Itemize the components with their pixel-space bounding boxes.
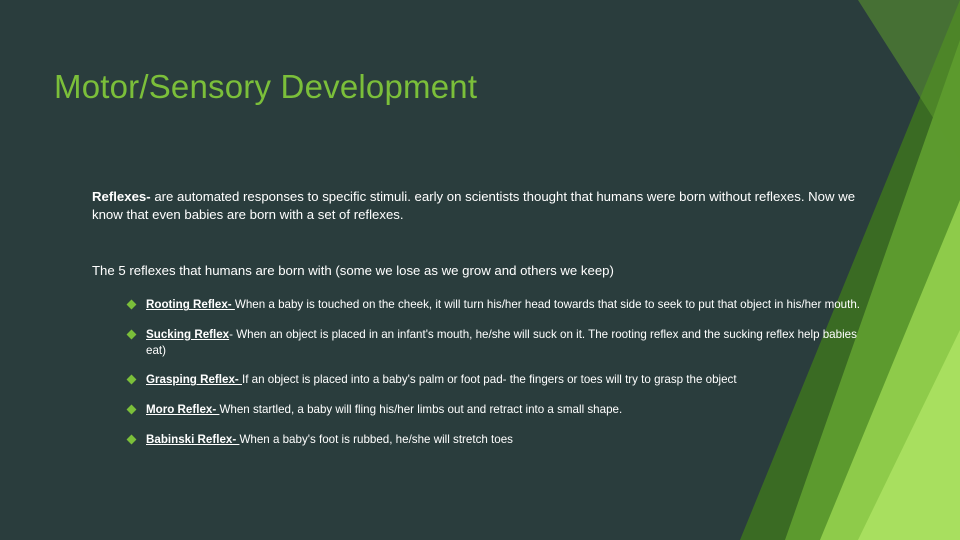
slide-title: Motor/Sensory Development (54, 68, 477, 106)
reflex-desc: When a baby is touched on the cheek, it … (235, 298, 860, 311)
intro-paragraph: Reflexes- are automated responses to spe… (92, 188, 862, 224)
list-item: Rooting Reflex- When a baby is touched o… (128, 297, 862, 313)
reflex-list: Rooting Reflex- When a baby is touched o… (128, 297, 862, 447)
reflex-desc: - When an object is placed in an infant'… (146, 328, 857, 357)
slide: Motor/Sensory Development Reflexes- are … (0, 0, 960, 540)
reflex-name: Babinski Reflex- (146, 433, 239, 446)
list-item: Babinski Reflex- When a baby's foot is r… (128, 432, 862, 448)
reflex-desc: If an object is placed into a baby's pal… (242, 373, 737, 386)
reflex-desc: When startled, a baby will fling his/her… (219, 403, 622, 416)
reflex-name: Moro Reflex- (146, 403, 219, 416)
intro-rest: are automated responses to specific stim… (92, 189, 855, 222)
list-item: Moro Reflex- When startled, a baby will … (128, 402, 862, 418)
intro-lead: Reflexes- (92, 189, 154, 204)
subhead: The 5 reflexes that humans are born with… (92, 262, 862, 280)
list-item: Grasping Reflex- If an object is placed … (128, 372, 862, 388)
list-item: Sucking Reflex- When an object is placed… (128, 327, 862, 358)
slide-body: Reflexes- are automated responses to spe… (92, 188, 862, 461)
reflex-name: Rooting Reflex- (146, 298, 235, 311)
reflex-name: Grasping Reflex- (146, 373, 242, 386)
reflex-name: Sucking Reflex (146, 328, 229, 341)
reflex-desc: When a baby's foot is rubbed, he/she wil… (239, 433, 513, 446)
